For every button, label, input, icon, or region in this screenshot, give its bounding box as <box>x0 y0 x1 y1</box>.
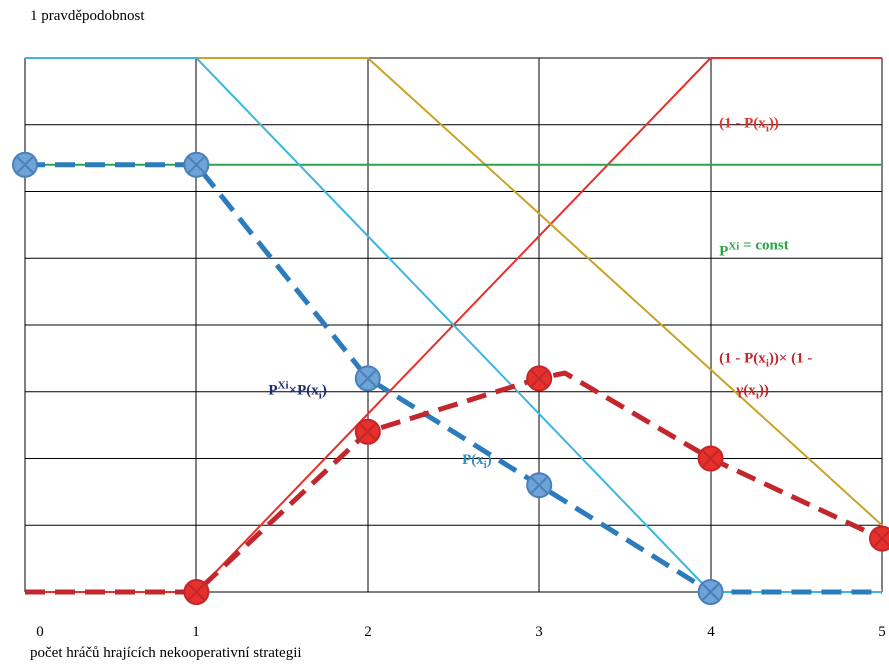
x-tick-label: 5 <box>878 624 886 640</box>
x-tick-label: 1 <box>192 624 200 640</box>
data-point-p_xi_times_p <box>526 472 553 499</box>
annotation-part: )) <box>759 382 769 398</box>
annotation-label: γ(xi)) <box>735 382 769 401</box>
data-point-cross <box>701 583 720 601</box>
annotation-part: i <box>484 459 487 471</box>
annotation-part: ×P(x <box>289 382 320 398</box>
annotation-part: (1 - P(x <box>719 350 766 366</box>
annotation-part: P(x <box>462 452 484 468</box>
chart-markers <box>12 151 889 605</box>
x-tick-label: 4 <box>707 624 715 640</box>
annotation-part: ) <box>322 382 327 398</box>
data-point-product_red <box>869 525 889 552</box>
annotation-part: i <box>766 357 769 369</box>
x-tick-label: 3 <box>535 624 543 640</box>
y-axis-label: 1 pravděpodobnost <box>30 8 145 24</box>
data-point-circle <box>869 525 889 552</box>
data-point-product_red <box>697 445 724 472</box>
annotation-part: Xi <box>278 379 289 391</box>
data-point-cross <box>530 476 548 494</box>
chart-annotations: (1 - P(xi))PXi = const(1 - P(xi))× (1 -γ… <box>268 115 812 470</box>
x-axis-label: počet hráčů hrajících nekooperativní str… <box>30 645 302 661</box>
data-point-p_xi_times_p <box>697 579 724 605</box>
annotation-part: P <box>719 244 728 260</box>
data-point-cross <box>359 423 377 441</box>
data-point-p_xi_times_p <box>183 151 210 178</box>
annotation-part: ) <box>487 452 492 468</box>
annotation-part: ))× (1 - <box>769 350 813 366</box>
annotation-label: P(xi) <box>462 452 492 471</box>
annotation-part: i <box>766 122 769 134</box>
data-point-p_xi_times_p <box>354 365 381 392</box>
data-point-cross <box>873 530 889 548</box>
annotation-part: P <box>268 382 277 398</box>
data-point-cross <box>701 449 720 468</box>
data-point-product_red <box>183 579 210 605</box>
series-line-product_red <box>25 370 884 595</box>
data-point-product_red <box>354 418 381 445</box>
annotation-label: (1 - P(xi)) <box>719 115 779 134</box>
annotation-part: i <box>756 389 759 401</box>
annotation-part: = const <box>739 238 788 254</box>
annotation-part: Xi <box>728 241 739 253</box>
x-tick-labels: 0 1 2 3 4 5 <box>36 624 886 640</box>
data-point-cross <box>16 156 34 174</box>
data-point-cross <box>530 369 548 388</box>
annotation-part: (1 - P(x <box>719 115 766 131</box>
annotation-part: i <box>319 389 322 401</box>
data-point-cross <box>359 369 377 388</box>
annotation-label: (1 - P(xi))× (1 - <box>719 350 812 369</box>
data-point-cross <box>187 156 206 174</box>
annotation-label: PXi = const <box>719 238 789 260</box>
data-point-p_xi_times_p <box>12 151 38 178</box>
series-line-p_xi_times_p <box>25 162 882 595</box>
x-tick-label: 2 <box>364 624 372 640</box>
data-point-cross <box>187 583 206 601</box>
annotation-part: )) <box>769 115 779 131</box>
data-point-product_red <box>526 365 553 392</box>
annotation-part: γ(x <box>735 382 756 398</box>
annotation-label: PXi×P(xi) <box>268 379 326 401</box>
x-tick-label: 0 <box>36 624 44 640</box>
